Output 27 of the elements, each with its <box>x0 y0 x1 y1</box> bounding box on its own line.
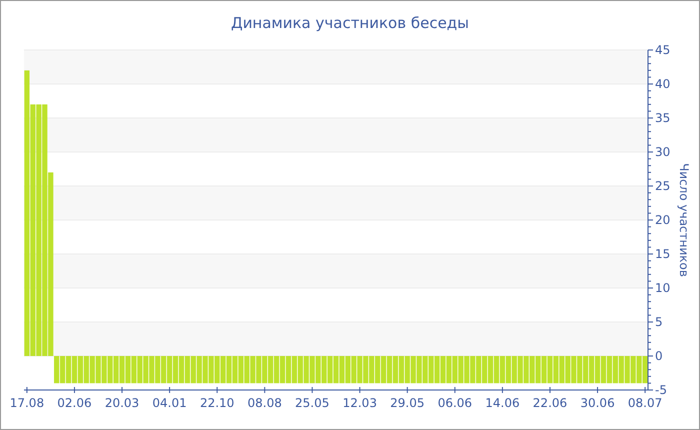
x-tick-label: 20.03 <box>104 396 140 410</box>
y-axis-title: Число участников <box>677 163 691 277</box>
chart-title: Динамика участников беседы <box>230 14 470 32</box>
x-tick-label: 22.10 <box>200 396 234 410</box>
y-tick-label: 25 <box>655 179 670 194</box>
y-tick-label: 5 <box>655 315 663 330</box>
y-tick-label: 20 <box>655 213 670 228</box>
y-tick-label: 10 <box>655 281 670 296</box>
y-tick-label: 35 <box>655 111 670 126</box>
x-tick-label: 25.05 <box>295 396 330 410</box>
x-tick-label: 17.08 <box>10 396 44 410</box>
y-tick-label: 0 <box>655 349 663 364</box>
y-tick-label: 45 <box>655 43 670 58</box>
y-tick-label: 40 <box>655 77 670 92</box>
x-tick-label: 14.06 <box>485 396 520 410</box>
x-tick-label: 30.06 <box>580 396 615 410</box>
y-tick-label: 30 <box>655 145 670 160</box>
x-tick-label: 06.06 <box>438 396 472 410</box>
x-tick-label: 12.03 <box>342 396 377 410</box>
x-tick-label: 29.05 <box>390 396 425 410</box>
x-tick-label: 08.08 <box>247 396 282 410</box>
x-tick-label: 02.06 <box>57 396 92 410</box>
x-tick-label: 08.07 <box>628 396 662 410</box>
x-tick-label: 04.01 <box>152 396 187 410</box>
x-tick-label: 22.06 <box>532 396 568 410</box>
y-tick-label: 15 <box>655 247 670 262</box>
y-tick-label: -5 <box>655 383 667 398</box>
